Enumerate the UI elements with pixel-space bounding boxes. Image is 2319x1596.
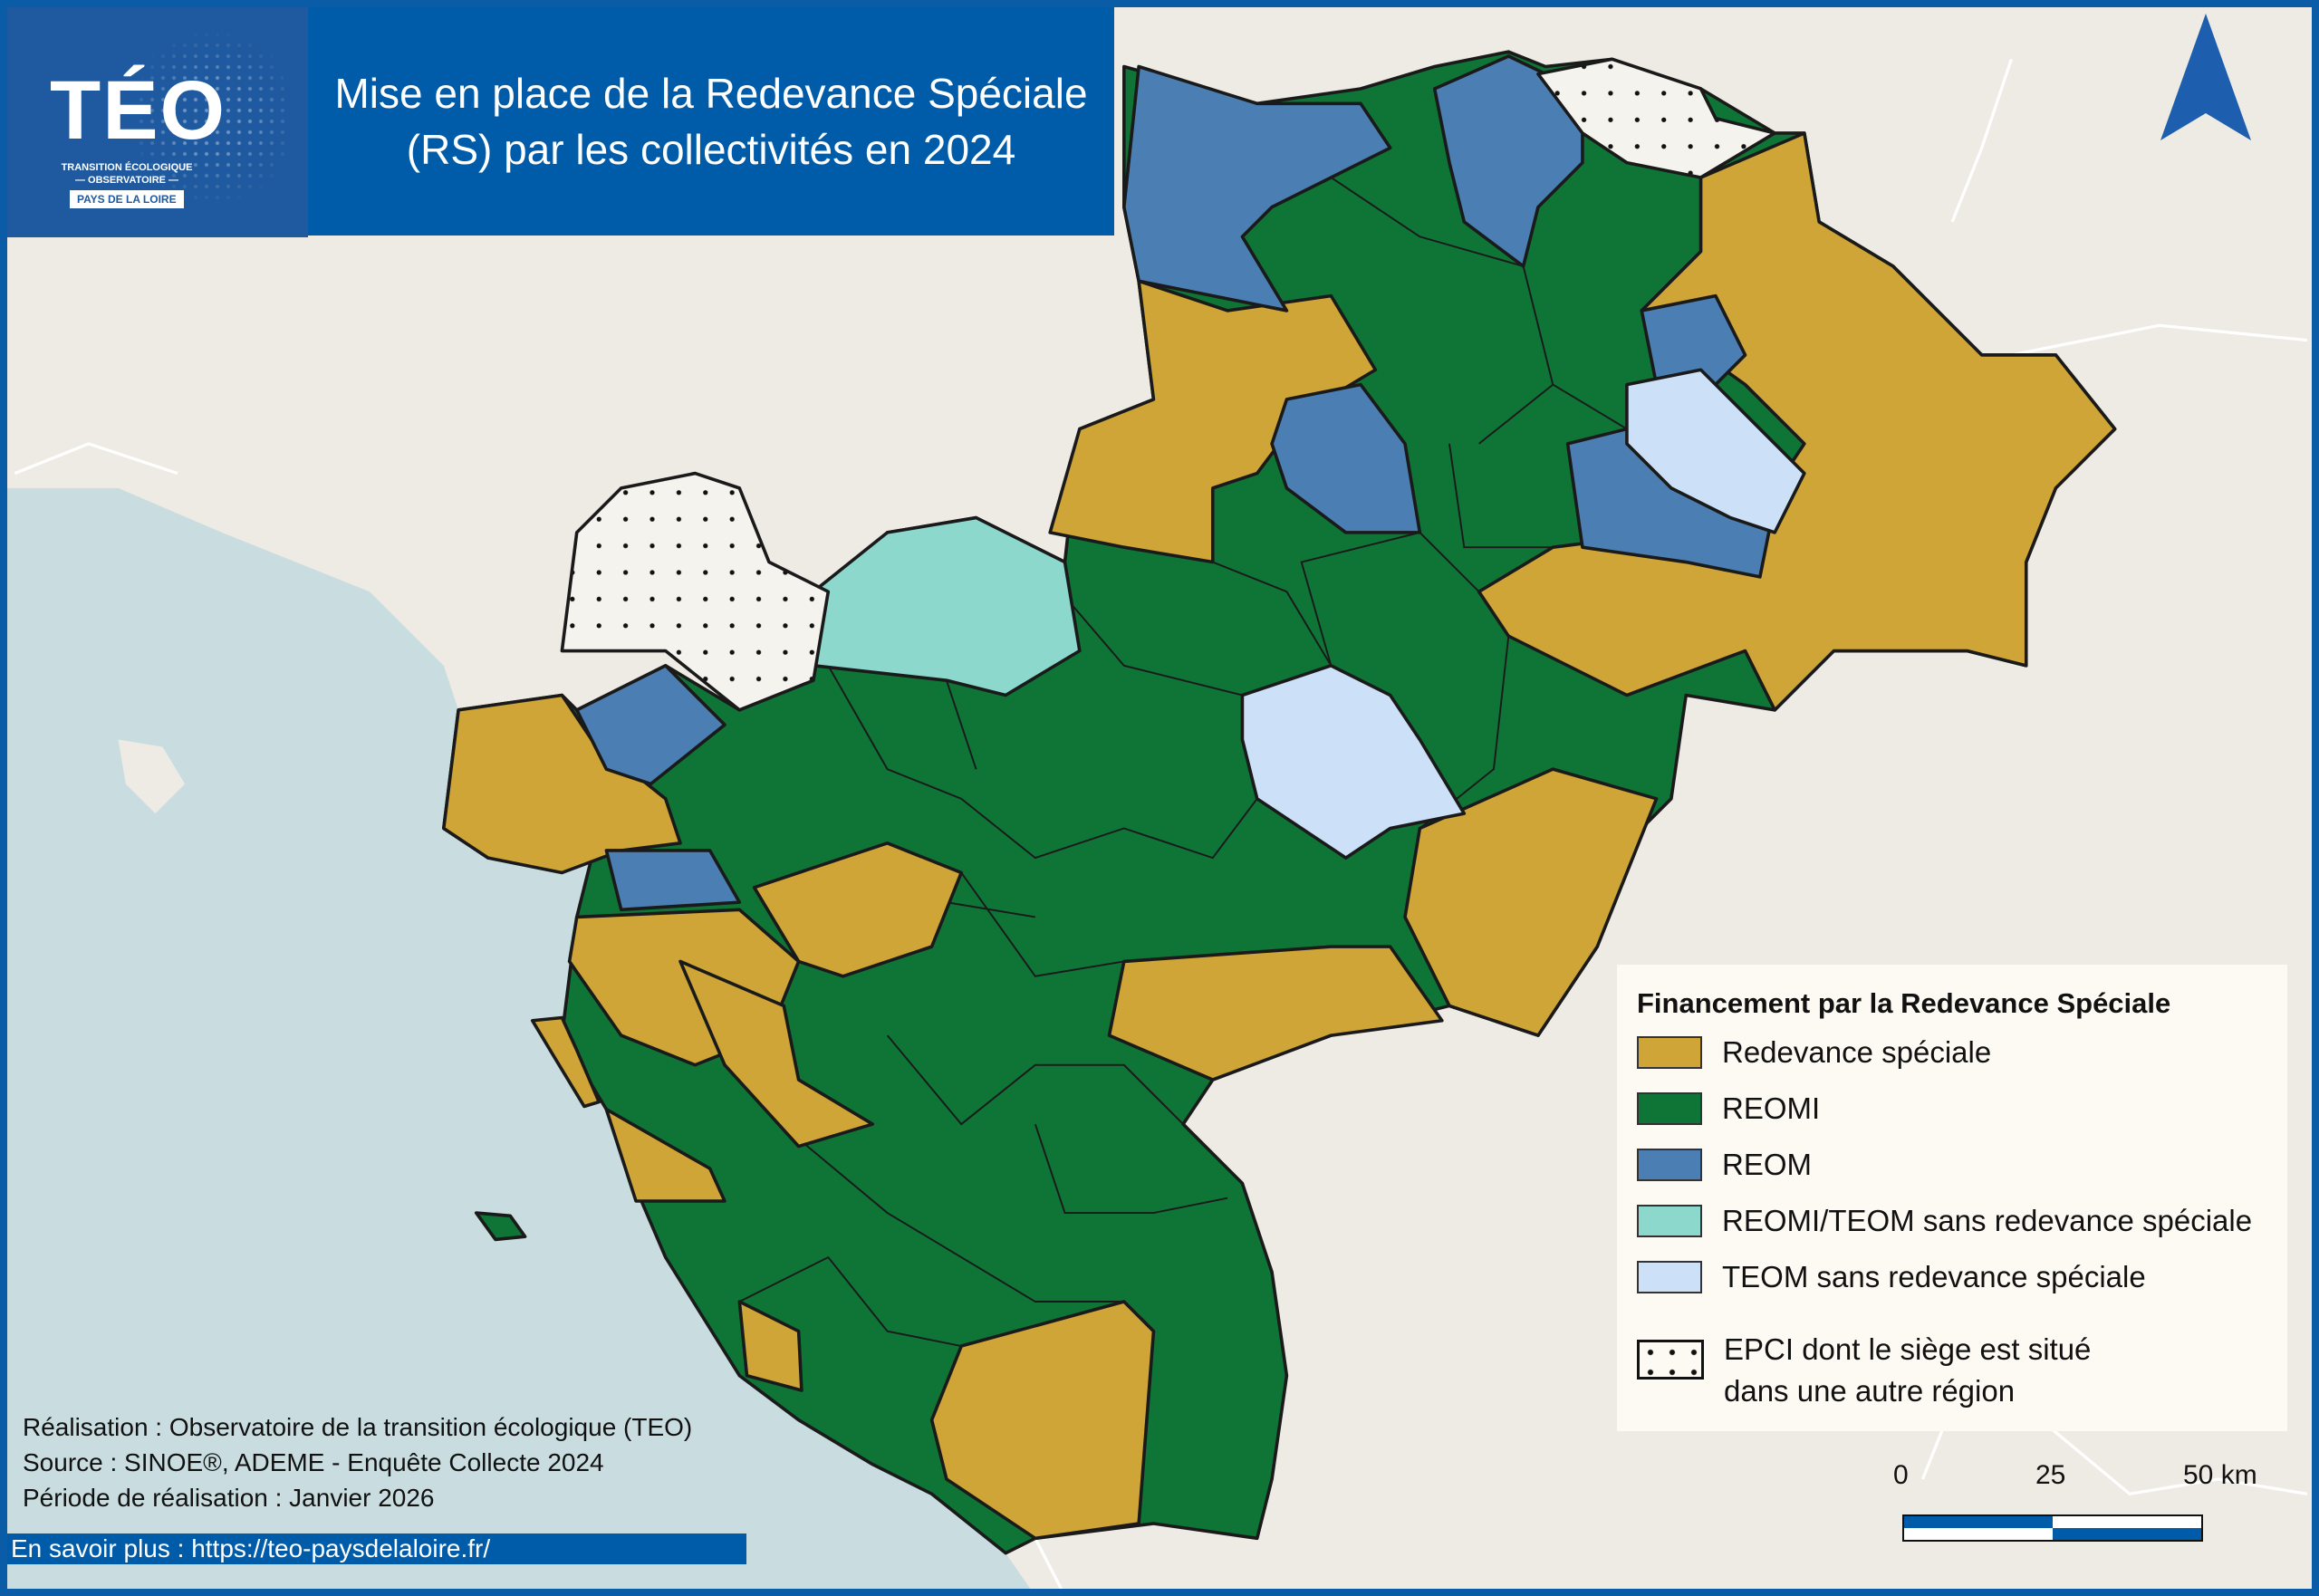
- department-borders: [14, 58, 2308, 1596]
- map-title: Mise en place de la Redevance Spéciale (R…: [308, 7, 1114, 236]
- title-line-2: (RS) par les collectivités en 2024: [406, 126, 1016, 173]
- legend-swatch: [1637, 1092, 1702, 1125]
- logo-subtitle: TRANSITION ÉCOLOGIQUE — OBSERVATOIRE —: [61, 162, 193, 186]
- north-arrow-icon: [2160, 14, 2251, 140]
- legend-dotted-swatch: [1637, 1340, 1704, 1380]
- legend-swatch: [1637, 1036, 1702, 1069]
- scale-bar: [1902, 1514, 2203, 1542]
- logo-wordmark: TÉO: [50, 64, 227, 157]
- legend-item-reom: REOM: [1637, 1148, 1812, 1182]
- epci-teom: [1240, 368, 1806, 860]
- credit-source: Source : SINOE®, ADEME - Enquête Collect…: [23, 1448, 604, 1476]
- island: [118, 739, 186, 814]
- credit-realisation: Réalisation : Observatoire de la transit…: [23, 1413, 693, 1441]
- epci-internal-borders: [738, 177, 1628, 1347]
- epci-reomi-teom: [812, 515, 1082, 697]
- logo-dots-decoration: [136, 18, 290, 217]
- legend-swatch: [1637, 1149, 1702, 1181]
- title-line-1: Mise en place de la Redevance Spéciale: [334, 70, 1088, 117]
- credits: Réalisation : Observatoire de la transit…: [23, 1409, 692, 1515]
- island-noirmoutier: [530, 1015, 601, 1109]
- epci-other-region: [560, 57, 1776, 712]
- teo-logo: TÉO TRANSITION ÉCOLOGIQUE — OBSERVATOIRE …: [0, 0, 308, 237]
- legend-item-teom: TEOM sans redevance spéciale: [1637, 1260, 2146, 1294]
- legend-item-reomi-teom: REOMI/TEOM sans redevance spéciale: [1637, 1204, 2252, 1238]
- credit-periode: Période de réalisation : Janvier 2026: [23, 1484, 435, 1512]
- legend-swatch: [1637, 1205, 1702, 1237]
- epci-reom: [574, 54, 1776, 912]
- epci-redevance-speciale: [442, 131, 2117, 1541]
- scale-label-50: 50 km: [2183, 1460, 2257, 1490]
- legend-item-reomi: REOMI: [1637, 1091, 1820, 1126]
- legend-item-redevance-speciale: Redevance spéciale: [1637, 1035, 1991, 1070]
- scale-label-0: 0: [1893, 1460, 1909, 1490]
- legend-swatch: [1637, 1261, 1702, 1293]
- logo-region: PAYS DE LA LOIRE: [70, 190, 184, 208]
- legend-item-other-region: EPCI dont le siège est situé dans une aut…: [1637, 1329, 2091, 1412]
- scale-label-25: 25: [2035, 1460, 2066, 1490]
- legend-title: Financement par la Redevance Spéciale: [1637, 987, 2171, 1019]
- island-yeu: [474, 1211, 527, 1242]
- legend: Financement par la Redevance Spéciale Re…: [1617, 965, 2287, 1431]
- sea: [0, 487, 1035, 1596]
- more-info-link[interactable]: En savoir plus : https://teo-paysdelaloi…: [7, 1534, 746, 1564]
